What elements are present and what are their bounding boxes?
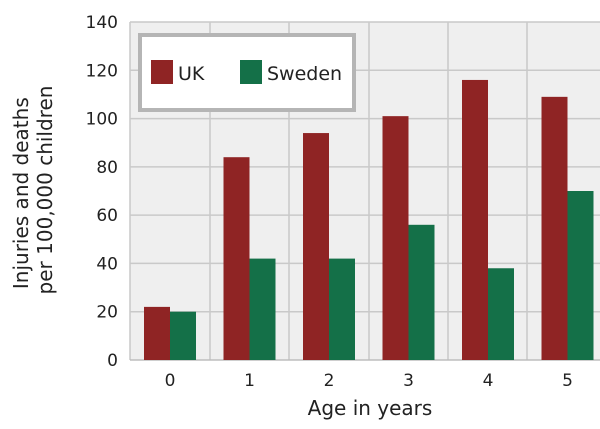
legend: UK Sweden: [138, 33, 356, 112]
y-tick-labels: 0 20 40 60 80 100 120 140: [86, 13, 118, 371]
bar-sweden-3: [408, 224, 435, 360]
bar-uk-1: [223, 157, 250, 360]
bar-uk-0: [144, 306, 170, 360]
bar-uk-2: [303, 133, 329, 360]
x-axis-label: Age in years: [308, 396, 433, 420]
legend-label-sweden: Sweden: [267, 63, 342, 85]
x-tick-label: 4: [483, 371, 494, 391]
legend-swatch-uk: [151, 60, 173, 84]
y-tick-label: 100: [86, 110, 118, 130]
y-tick-label: 0: [107, 351, 118, 371]
x-tick-label: 3: [403, 371, 414, 391]
bar-uk-4: [462, 79, 488, 360]
bar-uk-5: [541, 96, 568, 360]
legend-swatch-sweden: [240, 60, 262, 84]
y-tick-label: 20: [96, 303, 118, 323]
bars: [144, 79, 594, 361]
bar-sweden-2: [329, 258, 355, 360]
y-tick-label: 40: [96, 254, 118, 274]
y-tick-label: 140: [86, 13, 118, 33]
bar-sweden-5: [567, 191, 594, 360]
bar-sweden-1: [249, 258, 276, 360]
x-tick-label: 1: [244, 371, 255, 391]
x-tick-label: 5: [562, 371, 573, 391]
y-axis-label-line-2: per 100,000 children: [33, 86, 57, 295]
bar-sweden-4: [488, 268, 514, 360]
x-tick-labels: 0 1 2 3 4 5: [165, 371, 573, 391]
legend-label-uk: UK: [178, 63, 205, 85]
y-tick-label: 120: [86, 61, 118, 81]
y-axis-label-line-1: Injuries and deaths: [9, 97, 33, 289]
y-axis-label: Injuries and deaths per 100,000 children: [9, 86, 57, 295]
bar-sweden-0: [170, 311, 196, 360]
x-tick-label: 2: [324, 371, 335, 391]
bar-uk-3: [382, 116, 409, 361]
y-tick-label: 80: [96, 158, 118, 178]
y-tick-label: 60: [96, 206, 118, 226]
x-tick-label: 0: [165, 371, 176, 391]
